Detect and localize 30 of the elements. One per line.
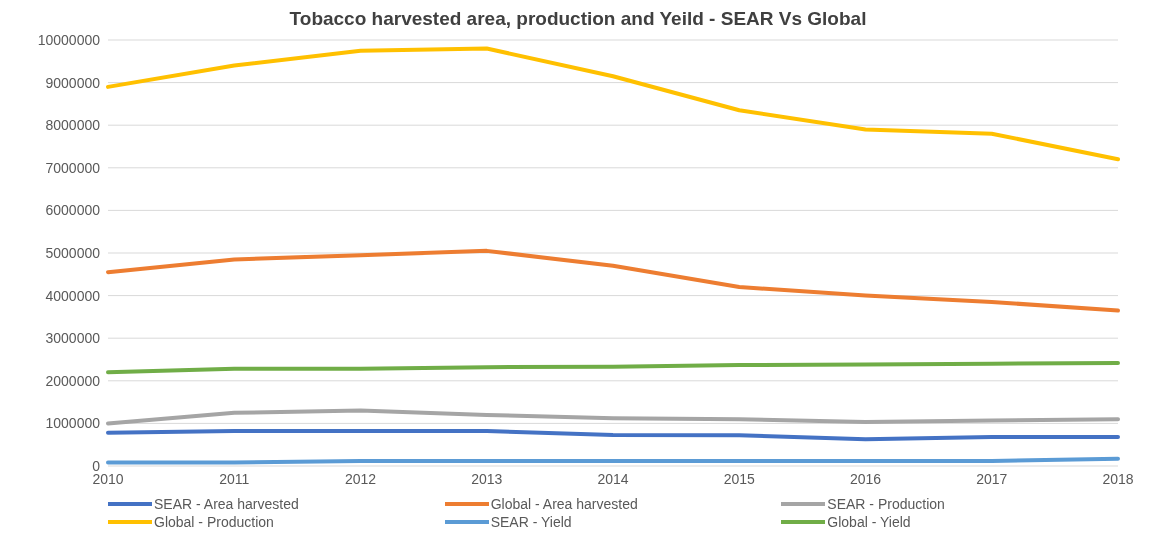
y-tick-label: 6000000: [45, 202, 101, 219]
x-tick-label: 2012: [344, 470, 377, 487]
x-tick-label: 2015: [723, 470, 756, 487]
legend-label: Global - Yield: [827, 514, 911, 530]
x-tick-label: 2013: [471, 470, 503, 487]
y-tick-label: 3000000: [45, 330, 101, 347]
line-series: [106, 248, 1120, 313]
legend-label: SEAR - Production: [827, 496, 945, 512]
y-tick-label: 7000000: [45, 159, 101, 176]
legend-label: SEAR - Yield: [490, 514, 572, 530]
x-tick-label: 2011: [219, 470, 250, 487]
x-tick-label: 2018: [1102, 470, 1134, 487]
legend-label: Global - Area harvested: [490, 496, 638, 512]
line-series: [106, 429, 1120, 442]
y-tick-label: 9000000: [45, 74, 101, 91]
chart-title: Tobacco harvested area, production and Yeild - SEAR Vs Global: [288, 8, 868, 30]
y-tick-label: 2000000: [45, 372, 101, 389]
y-tick-label: 5000000: [45, 244, 101, 261]
x-tick-label: 2014: [597, 470, 629, 487]
x-tick-label: 2017: [976, 470, 1008, 487]
y-tick-label: 4000000: [45, 287, 101, 304]
legend-label: Global - Production: [154, 514, 274, 530]
legend-label: SEAR - Area harvested: [154, 496, 299, 512]
line-series: [106, 46, 1120, 162]
x-tick-label: 2016: [849, 470, 882, 487]
y-tick-label: 1000000: [45, 415, 101, 432]
line-series: [106, 360, 1120, 375]
line-series: [106, 408, 1120, 426]
y-tick-label: 10000000: [37, 31, 101, 48]
y-tick-label: 8000000: [45, 117, 101, 134]
